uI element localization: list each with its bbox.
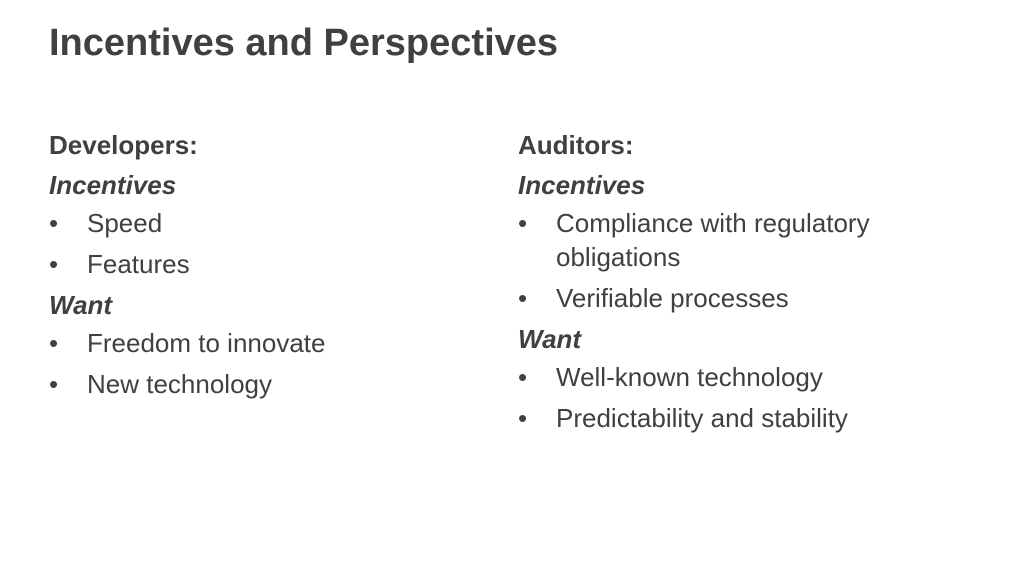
list-item-text: Freedom to innovate: [87, 328, 326, 358]
auditors-want-label: Want: [518, 324, 582, 354]
auditors-column: Auditors: Incentives • Compliance with re…: [518, 126, 958, 442]
developers-want-label: Want: [49, 290, 113, 320]
list-item-text: Well-known technology: [556, 362, 823, 392]
list-item: • New technology: [49, 367, 469, 401]
bullet-icon: •: [518, 403, 528, 433]
list-item: • Verifiable processes: [518, 281, 958, 315]
list-item: • Well-known technology: [518, 360, 958, 394]
list-item-text: Verifiable processes: [556, 283, 789, 313]
developers-column: Developers: Incentives • Speed • Features …: [49, 126, 469, 408]
bullet-icon: •: [518, 208, 528, 238]
auditors-incentives-label: Incentives: [518, 170, 646, 200]
developers-heading: Developers:: [49, 130, 198, 160]
list-item: • Freedom to innovate: [49, 326, 469, 360]
bullet-icon: •: [49, 208, 59, 238]
bullet-icon: •: [49, 249, 59, 279]
list-item: • Speed: [49, 206, 469, 240]
developers-incentives-label: Incentives: [49, 170, 177, 200]
list-item: • Compliance with regulatory obligations: [518, 206, 958, 274]
auditors-heading: Auditors:: [518, 130, 634, 160]
bullet-icon: •: [518, 283, 528, 313]
list-item-text: Compliance with regulatory obligations: [556, 208, 870, 272]
list-item-text: Features: [87, 249, 190, 279]
list-item-text: Speed: [87, 208, 163, 238]
developers-want-list: • Freedom to innovate • New technology: [49, 326, 469, 401]
bullet-icon: •: [518, 362, 528, 392]
auditors-want-list: • Well-known technology • Predictability a…: [518, 360, 958, 435]
list-item-text: New technology: [87, 369, 272, 399]
auditors-incentives-list: • Compliance with regulatory obligations …: [518, 206, 958, 315]
developers-incentives-list: • Speed • Features: [49, 206, 469, 281]
slide-title: Incentives and Perspectives: [49, 22, 559, 64]
list-item: • Predictability and stability: [518, 401, 958, 435]
list-item: • Features: [49, 247, 469, 281]
bullet-icon: •: [49, 328, 59, 358]
list-item-text: Predictability and stability: [556, 403, 848, 433]
bullet-icon: •: [49, 369, 59, 399]
